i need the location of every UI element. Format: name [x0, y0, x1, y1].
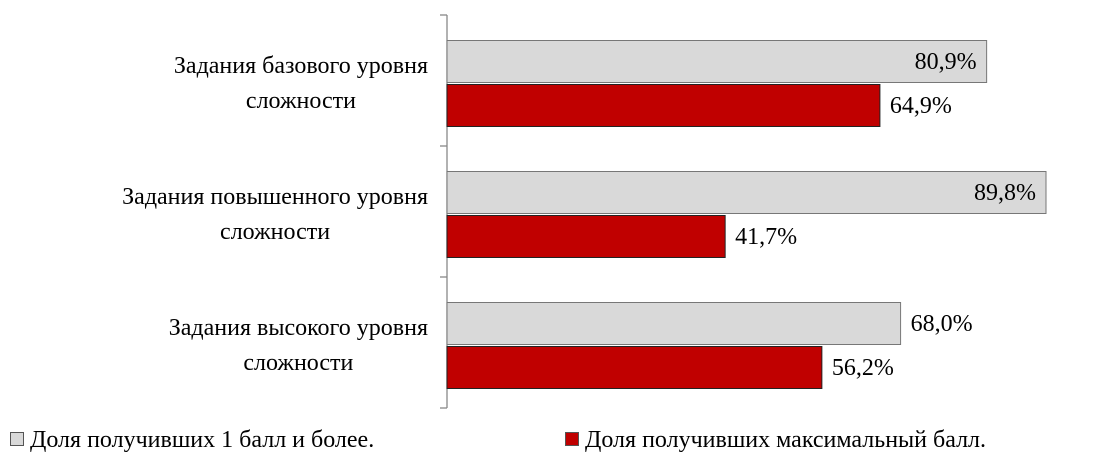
category-label: Задания высокого уровня сложности: [0, 311, 428, 381]
category-label: Задания базового уровня сложности: [0, 49, 428, 119]
category-text: Задания повышенного уровня сложности: [122, 183, 428, 245]
data-label: 80,9%: [914, 48, 977, 75]
bar: [446, 302, 902, 345]
bar: [446, 346, 823, 389]
data-label: 56,2%: [831, 354, 894, 381]
legend-swatch: [565, 432, 579, 446]
bar: [446, 84, 881, 127]
legend-swatch: [10, 432, 24, 446]
data-label: 64,9%: [889, 92, 952, 119]
legend-label: Доля получивших 1 балл и более.: [30, 427, 375, 453]
category-text: Задания высокого уровня сложности: [168, 314, 428, 376]
category-label: Задания повышенного уровня сложности: [0, 180, 428, 250]
legend-label: Доля получивших максимальный балл.: [585, 427, 987, 453]
bar: [446, 40, 988, 83]
data-label: 89,8%: [974, 179, 1036, 206]
data-label: 68,0%: [910, 310, 973, 337]
bar: [446, 171, 1047, 214]
bar: [446, 215, 726, 258]
category-text: Задания базового уровня сложности: [173, 52, 428, 114]
data-label: 41,7%: [735, 223, 798, 250]
